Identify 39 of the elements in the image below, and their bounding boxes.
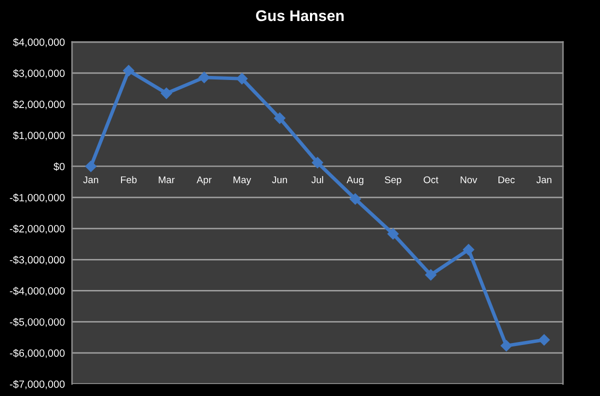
point bbox=[425, 269, 436, 280]
x-tick-label: Jan bbox=[83, 176, 98, 184]
point bbox=[236, 73, 248, 84]
y-tick-label: $2,000,000 bbox=[13, 100, 65, 110]
point bbox=[462, 244, 474, 256]
y-tick-label: -$1,000,000 bbox=[10, 194, 65, 203]
y-tick-label: -$6,000,000 bbox=[10, 348, 65, 358]
chart-title: Gus Hansen bbox=[256, 10, 344, 22]
y-tick-label: $0 bbox=[54, 162, 65, 171]
x-tick-label: Aug bbox=[346, 176, 364, 186]
x-tick-label: Apr bbox=[196, 176, 212, 186]
x-tick-label: Feb bbox=[121, 176, 137, 184]
x-tick-label: Oct bbox=[424, 176, 438, 184]
y-tick-label: -$2,000,000 bbox=[10, 224, 65, 234]
point bbox=[538, 334, 550, 346]
x-tick-label: Jul bbox=[311, 176, 324, 184]
y-tick-label: -$3,000,000 bbox=[10, 256, 65, 265]
x-tick-label: Nov bbox=[460, 176, 478, 184]
y-tick-label: -$5,000,000 bbox=[10, 318, 65, 327]
x-tick-label: Jun bbox=[272, 176, 287, 184]
x-tick-label: Mar bbox=[158, 176, 175, 184]
x-tick-label: Dec bbox=[498, 176, 515, 184]
y-tick-label: $4,000,000 bbox=[13, 38, 65, 48]
point bbox=[274, 112, 286, 124]
x-tick-label: May bbox=[234, 176, 252, 186]
y-tick-label: $1,000,000 bbox=[13, 131, 65, 140]
point bbox=[387, 228, 399, 240]
x-tick-label: Sep bbox=[384, 176, 402, 186]
point bbox=[312, 157, 324, 168]
y-tick-label: -$7,000,000 bbox=[10, 380, 65, 390]
y-tick-label: $3,000,000 bbox=[13, 69, 65, 78]
y-tick-label: -$4,000,000 bbox=[10, 286, 65, 296]
point bbox=[123, 65, 134, 76]
point bbox=[198, 72, 210, 84]
x-tick-label: Jan bbox=[536, 176, 552, 184]
point bbox=[350, 193, 361, 205]
point bbox=[85, 160, 96, 172]
point bbox=[500, 340, 512, 352]
point bbox=[160, 88, 172, 99]
